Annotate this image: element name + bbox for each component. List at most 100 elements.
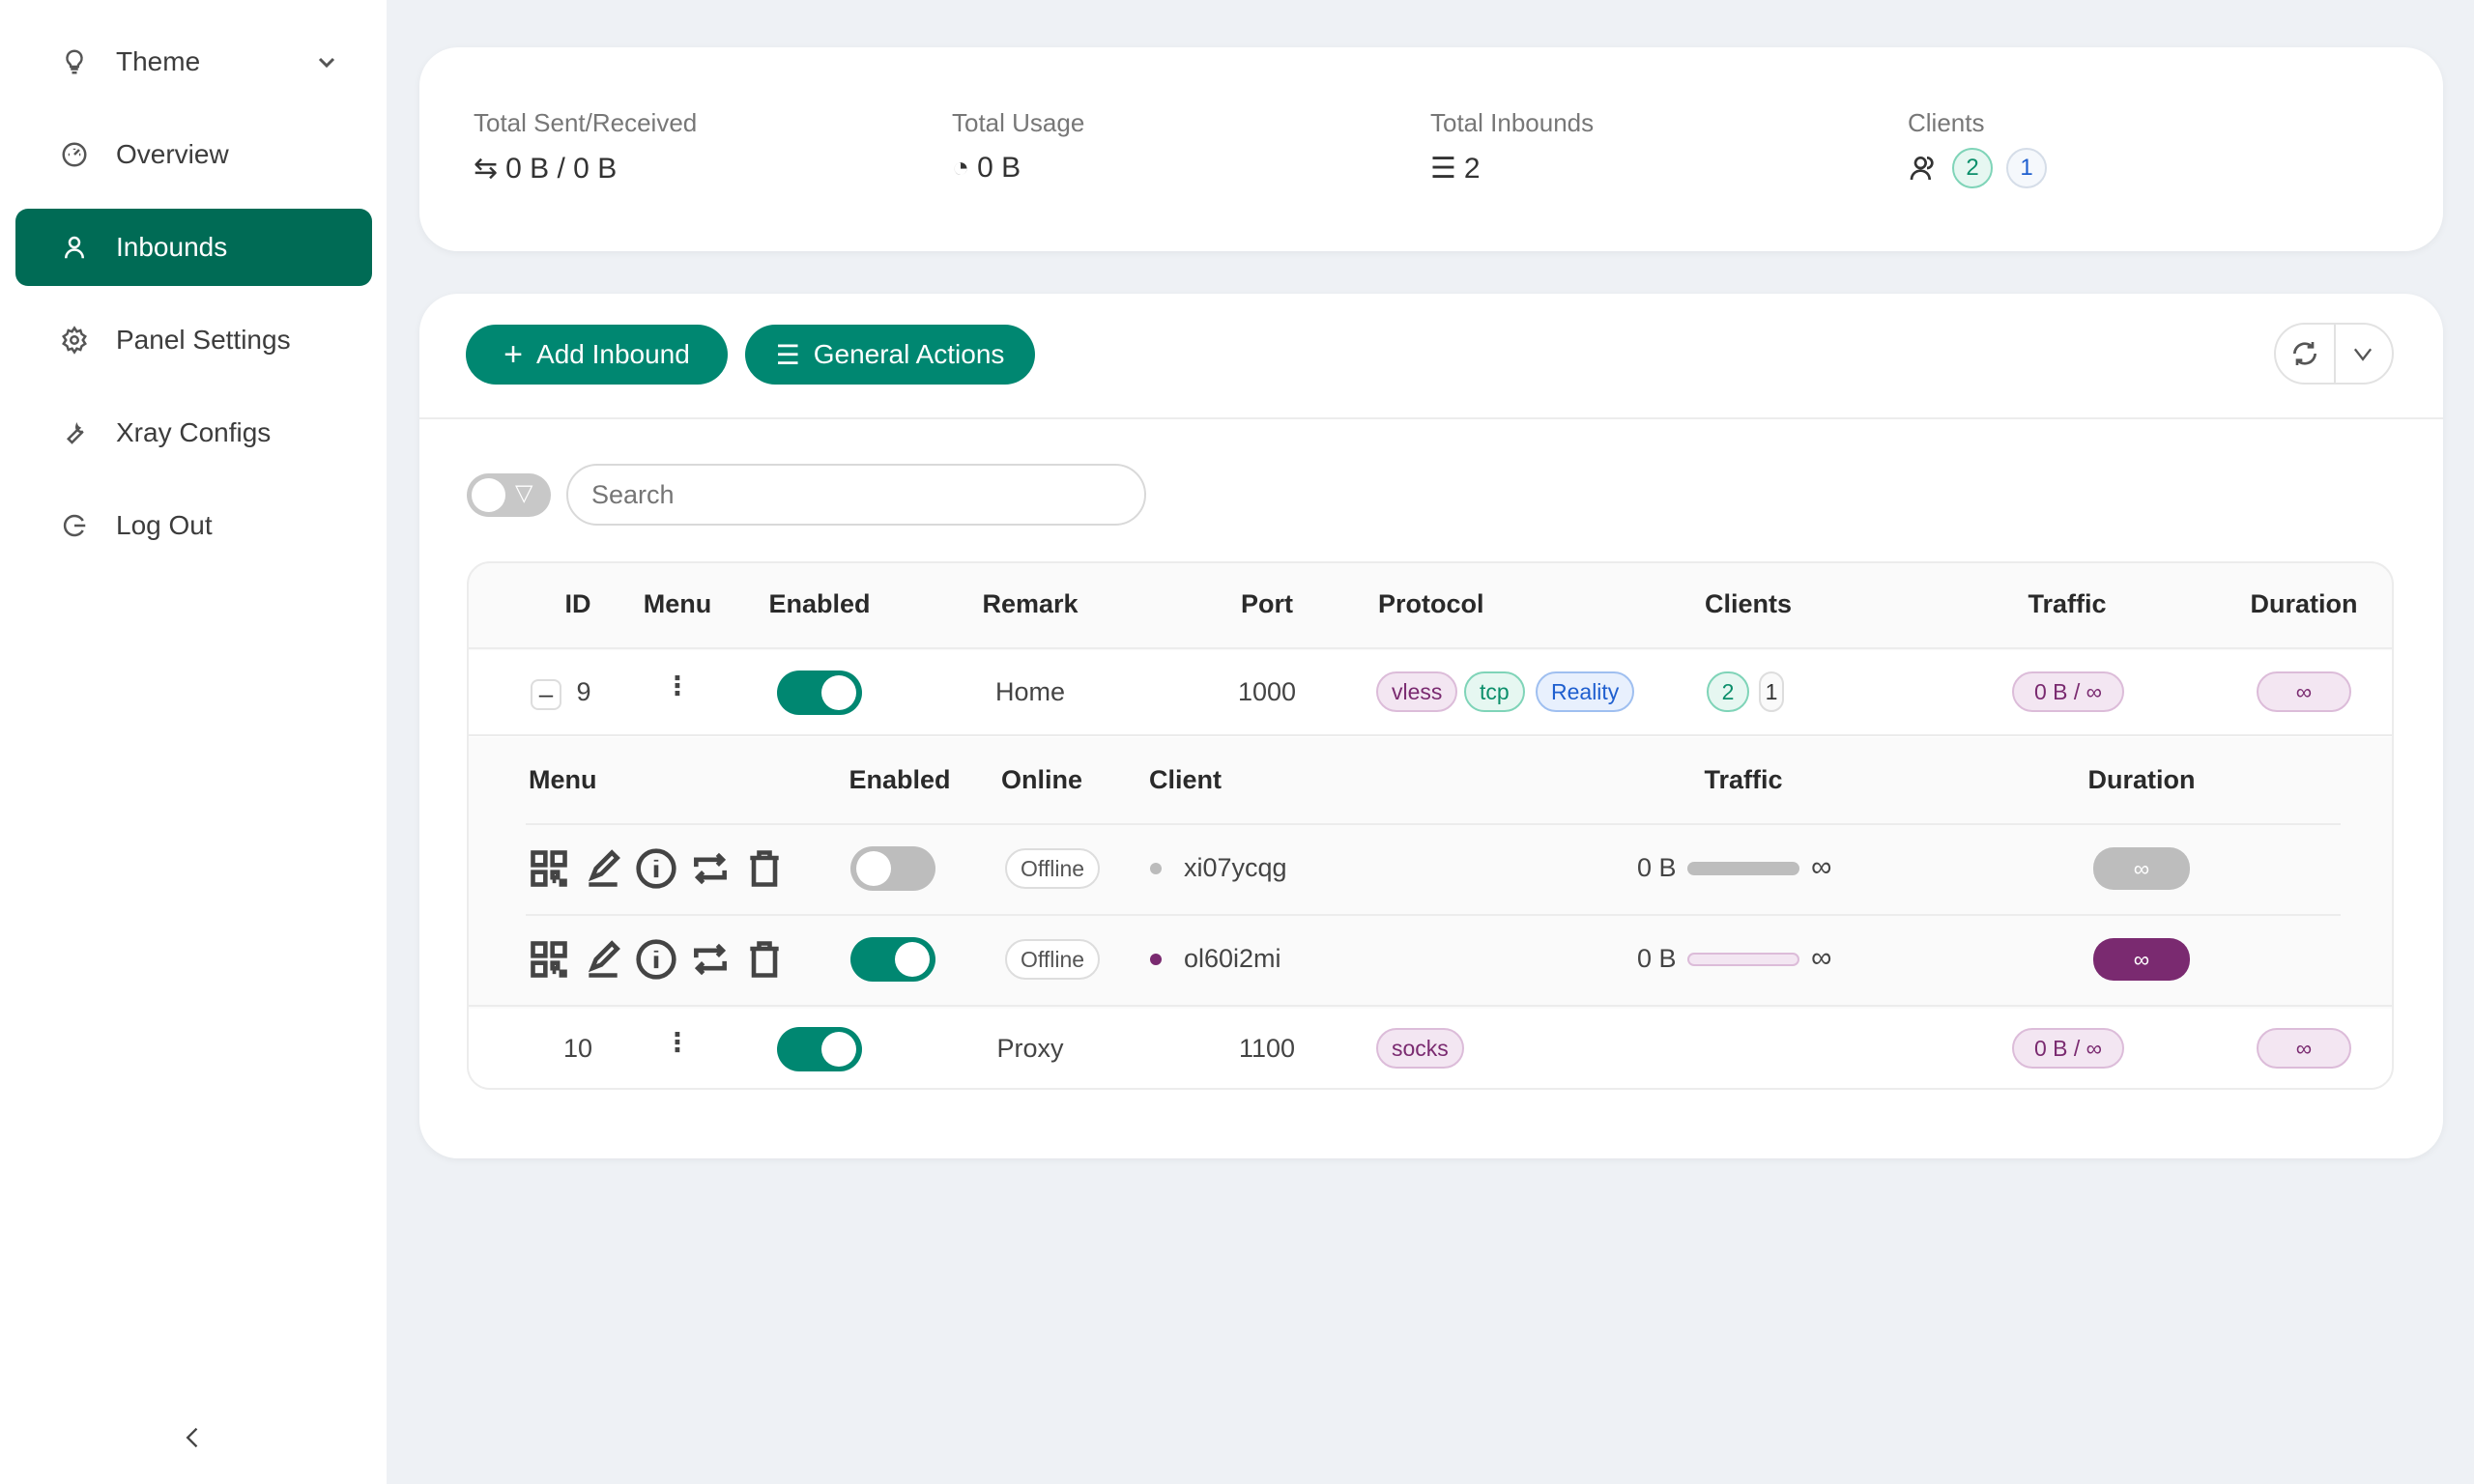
sidebar-item-label: Overview xyxy=(116,139,229,169)
delete-icon[interactable] xyxy=(743,847,786,890)
sub-header-traffic: Traffic xyxy=(1704,765,1783,794)
bulb-icon xyxy=(66,49,83,74)
stat-value: 2 xyxy=(1463,152,1481,185)
security-tag: Reality xyxy=(1536,671,1635,712)
clients-count-badge[interactable]: 2 xyxy=(1707,671,1749,712)
sub-header-enabled: Enabled xyxy=(849,765,951,794)
more-menu-icon[interactable]: ⋮ xyxy=(664,1028,691,1057)
dashboard-icon xyxy=(62,142,87,167)
network-tag: tcp xyxy=(1464,671,1525,712)
column-header-port: Port xyxy=(1241,589,1293,618)
button-label: Add Inbound xyxy=(536,339,690,369)
general-actions-button[interactable]: ☰ General Actions xyxy=(745,325,1035,385)
swap-icon: ⇆ xyxy=(474,153,499,185)
edit-icon[interactable] xyxy=(582,938,624,981)
more-menu-icon[interactable]: ⋮ xyxy=(664,671,691,700)
logout-icon xyxy=(63,514,86,537)
traffic-progress-bar xyxy=(1687,862,1799,875)
menu-icon: ☰ xyxy=(775,339,800,370)
sidebar: Theme Overview Inbounds Panel Settings X… xyxy=(0,0,387,1484)
pie-chart-icon: ◔ xyxy=(952,152,970,184)
filter-icon: ▽ xyxy=(515,480,533,506)
duration-tag: ∞ xyxy=(2257,671,2351,712)
edit-icon[interactable] xyxy=(582,847,624,890)
search-input[interactable] xyxy=(566,464,1146,526)
refresh-icon[interactable] xyxy=(2289,338,2320,369)
online-status-tag: Offline xyxy=(1005,939,1101,980)
inbounds-table xyxy=(467,561,2394,1090)
stat-label: Total Usage xyxy=(952,108,1085,137)
sub-header-online: Online xyxy=(1000,765,1083,794)
column-header-duration: Duration xyxy=(2250,589,2358,618)
button-label: General Actions xyxy=(813,339,1005,369)
reset-traffic-icon[interactable] xyxy=(689,938,732,981)
tool-icon xyxy=(66,421,84,444)
protocol-tag: vless xyxy=(1376,671,1458,712)
reset-traffic-icon[interactable] xyxy=(689,847,732,890)
column-header-protocol: Protocol xyxy=(1378,589,1484,618)
duration-tag: ∞ xyxy=(2257,1028,2351,1069)
inbound-enabled-toggle[interactable] xyxy=(777,671,862,715)
traffic-tag: 0 B / ∞ xyxy=(2012,1028,2124,1069)
stat-label: Total Sent/Received xyxy=(474,108,698,137)
stat-inbounds: Total Inbounds ☰ 2 xyxy=(1430,108,1594,186)
chevron-down-icon xyxy=(318,57,335,69)
column-header-clients: Clients xyxy=(1704,589,1793,618)
filter-toggle[interactable]: ▽ xyxy=(467,473,551,517)
stat-value: 0 B xyxy=(977,152,1021,184)
qr-code-icon[interactable] xyxy=(528,938,570,981)
info-icon[interactable] xyxy=(635,938,677,981)
chevron-down-icon[interactable] xyxy=(2349,340,2376,367)
list-icon: ☰ xyxy=(1430,153,1456,185)
sidebar-item-label: Log Out xyxy=(116,510,213,540)
inbound-port: 1100 xyxy=(1238,1034,1296,1063)
client-enabled-toggle[interactable] xyxy=(850,937,935,982)
clients-other-badge: 1 xyxy=(2006,148,2047,188)
sidebar-item-overview[interactable]: Overview xyxy=(15,116,372,193)
column-header-remark: Remark xyxy=(982,589,1079,618)
client-enabled-toggle[interactable] xyxy=(850,846,935,891)
sidebar-item-inbounds[interactable]: Inbounds xyxy=(15,209,372,286)
traffic-progress-bar xyxy=(1687,953,1799,966)
sidebar-item-log-out[interactable]: Log Out xyxy=(15,487,372,564)
sidebar-item-panel-settings[interactable]: Panel Settings xyxy=(15,301,372,379)
client-status-dot xyxy=(1150,863,1162,874)
clients-other-badge[interactable]: 1 xyxy=(1759,671,1784,712)
client-status-dot xyxy=(1150,954,1162,965)
inbound-remark: Home xyxy=(994,677,1066,706)
stats-card xyxy=(419,47,2443,251)
sidebar-item-label: Theme xyxy=(116,46,201,76)
inbound-port: 1000 xyxy=(1237,677,1297,706)
qr-code-icon[interactable] xyxy=(528,847,570,890)
column-header-menu: Menu xyxy=(643,589,712,618)
plus-icon: + xyxy=(503,335,524,373)
clients-total-badge: 2 xyxy=(1952,148,1993,188)
protocol-tag: socks xyxy=(1376,1028,1464,1069)
column-header-enabled: Enabled xyxy=(768,589,871,618)
stat-sent-received: Total Sent/Received ⇆ 0 B / 0 B xyxy=(474,108,697,186)
online-status-tag: Offline xyxy=(1005,848,1101,889)
traffic-used: 0 B xyxy=(1637,853,1677,882)
refresh-group xyxy=(2274,323,2394,385)
inbound-id: 9 xyxy=(576,677,591,706)
duration-tag: ∞ xyxy=(2093,938,2190,981)
column-header-traffic: Traffic xyxy=(2028,589,2107,618)
traffic-used: 0 B xyxy=(1637,944,1677,973)
sidebar-item-label: Panel Settings xyxy=(116,325,291,355)
client-email: ol60i2mi xyxy=(1184,944,1281,973)
traffic-limit: ∞ xyxy=(1811,851,1832,883)
delete-icon[interactable] xyxy=(743,938,786,981)
collapse-row-button[interactable]: – xyxy=(531,679,561,710)
inbound-id: 10 xyxy=(562,1034,593,1063)
sidebar-item-xray-configs[interactable]: Xray Configs xyxy=(15,394,372,471)
info-icon[interactable] xyxy=(635,847,677,890)
add-inbound-button[interactable]: + Add Inbound xyxy=(466,325,728,385)
inbound-enabled-toggle[interactable] xyxy=(777,1027,862,1071)
collapse-sidebar-icon[interactable] xyxy=(180,1424,207,1451)
stat-value: 0 B / 0 B xyxy=(505,152,618,185)
sidebar-item-theme[interactable]: Theme xyxy=(15,23,372,100)
user-icon xyxy=(65,236,84,259)
client-email: xi07ycqg xyxy=(1184,853,1287,882)
gear-icon xyxy=(62,326,87,355)
stat-label: Clients xyxy=(1908,108,1985,137)
